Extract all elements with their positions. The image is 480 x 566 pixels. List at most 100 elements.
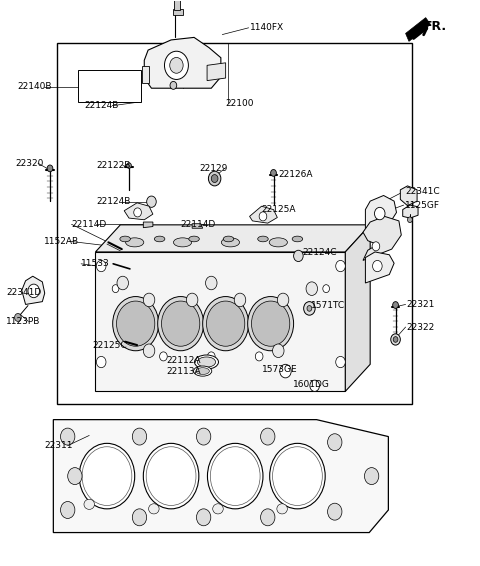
Circle shape bbox=[323, 285, 329, 293]
Ellipse shape bbox=[213, 504, 223, 514]
Circle shape bbox=[208, 171, 221, 186]
Circle shape bbox=[259, 212, 267, 221]
Ellipse shape bbox=[221, 238, 240, 247]
Text: 22114D: 22114D bbox=[72, 220, 107, 229]
Circle shape bbox=[273, 344, 284, 358]
Circle shape bbox=[170, 82, 177, 89]
Text: 22124B: 22124B bbox=[96, 197, 131, 206]
Text: 22311: 22311 bbox=[45, 441, 73, 450]
Text: 1601DG: 1601DG bbox=[293, 380, 330, 389]
Polygon shape bbox=[144, 37, 221, 88]
Circle shape bbox=[327, 434, 342, 451]
Circle shape bbox=[252, 301, 290, 346]
Circle shape bbox=[310, 380, 320, 392]
Polygon shape bbox=[22, 276, 45, 305]
Text: 22129: 22129 bbox=[199, 164, 228, 173]
Text: 22140B: 22140B bbox=[17, 82, 52, 91]
Ellipse shape bbox=[120, 236, 131, 242]
Circle shape bbox=[127, 163, 132, 168]
Circle shape bbox=[372, 260, 382, 272]
Polygon shape bbox=[365, 252, 394, 283]
Text: 22124C: 22124C bbox=[302, 248, 336, 257]
Circle shape bbox=[336, 357, 345, 368]
Circle shape bbox=[196, 428, 211, 445]
Bar bbox=[78, 70, 142, 102]
Circle shape bbox=[60, 501, 75, 518]
Text: 1123PB: 1123PB bbox=[6, 317, 41, 326]
Circle shape bbox=[60, 428, 75, 445]
Text: 22321: 22321 bbox=[407, 300, 435, 309]
Circle shape bbox=[210, 447, 260, 505]
Circle shape bbox=[307, 306, 312, 311]
Circle shape bbox=[205, 276, 217, 290]
Polygon shape bbox=[363, 216, 401, 260]
Circle shape bbox=[170, 57, 183, 73]
Circle shape bbox=[327, 503, 342, 520]
Text: 1152AB: 1152AB bbox=[44, 237, 79, 246]
Polygon shape bbox=[403, 205, 418, 218]
Circle shape bbox=[372, 242, 380, 251]
Polygon shape bbox=[207, 63, 226, 80]
Circle shape bbox=[273, 447, 323, 505]
Text: 22320: 22320 bbox=[15, 159, 43, 168]
Circle shape bbox=[79, 443, 135, 509]
Text: 22341C: 22341C bbox=[405, 187, 440, 196]
Text: 22100: 22100 bbox=[226, 99, 254, 108]
Circle shape bbox=[306, 282, 318, 295]
Polygon shape bbox=[96, 252, 345, 392]
Text: 1125GF: 1125GF bbox=[405, 200, 440, 209]
Polygon shape bbox=[400, 186, 417, 205]
Circle shape bbox=[280, 365, 291, 378]
Circle shape bbox=[161, 301, 200, 346]
Circle shape bbox=[408, 217, 412, 222]
Circle shape bbox=[96, 357, 106, 368]
Text: 22341D: 22341D bbox=[6, 288, 42, 297]
Circle shape bbox=[132, 428, 147, 445]
Circle shape bbox=[277, 293, 289, 307]
Polygon shape bbox=[345, 225, 370, 392]
Circle shape bbox=[144, 293, 155, 307]
Circle shape bbox=[270, 443, 325, 509]
Circle shape bbox=[82, 447, 132, 505]
Circle shape bbox=[68, 468, 82, 484]
Ellipse shape bbox=[149, 504, 159, 514]
Ellipse shape bbox=[197, 357, 216, 367]
Circle shape bbox=[364, 468, 379, 484]
Polygon shape bbox=[124, 203, 153, 220]
Circle shape bbox=[47, 165, 53, 171]
Circle shape bbox=[96, 260, 106, 272]
Circle shape bbox=[28, 284, 39, 298]
Circle shape bbox=[304, 302, 315, 315]
Circle shape bbox=[336, 260, 345, 272]
Circle shape bbox=[165, 52, 189, 79]
Circle shape bbox=[203, 297, 249, 351]
Ellipse shape bbox=[269, 238, 288, 247]
Bar bbox=[174, 0, 180, 10]
Ellipse shape bbox=[193, 366, 212, 376]
Circle shape bbox=[374, 207, 385, 220]
Circle shape bbox=[117, 301, 155, 346]
Polygon shape bbox=[406, 18, 431, 41]
Ellipse shape bbox=[155, 236, 165, 242]
Ellipse shape bbox=[194, 355, 218, 369]
Text: 22124B: 22124B bbox=[84, 101, 119, 110]
Circle shape bbox=[207, 352, 215, 361]
Polygon shape bbox=[144, 222, 153, 228]
Circle shape bbox=[393, 302, 398, 308]
Circle shape bbox=[261, 428, 275, 445]
Circle shape bbox=[206, 301, 245, 346]
Ellipse shape bbox=[258, 236, 268, 242]
Circle shape bbox=[134, 208, 142, 217]
Polygon shape bbox=[192, 224, 203, 228]
Circle shape bbox=[234, 293, 246, 307]
Circle shape bbox=[144, 443, 199, 509]
Circle shape bbox=[248, 297, 294, 351]
Ellipse shape bbox=[223, 236, 234, 242]
Polygon shape bbox=[365, 195, 396, 232]
Ellipse shape bbox=[292, 236, 303, 242]
Circle shape bbox=[132, 509, 147, 526]
Ellipse shape bbox=[84, 499, 95, 509]
Text: 1140FX: 1140FX bbox=[250, 23, 284, 32]
Text: 22113A: 22113A bbox=[166, 367, 201, 376]
Bar bbox=[57, 43, 412, 404]
